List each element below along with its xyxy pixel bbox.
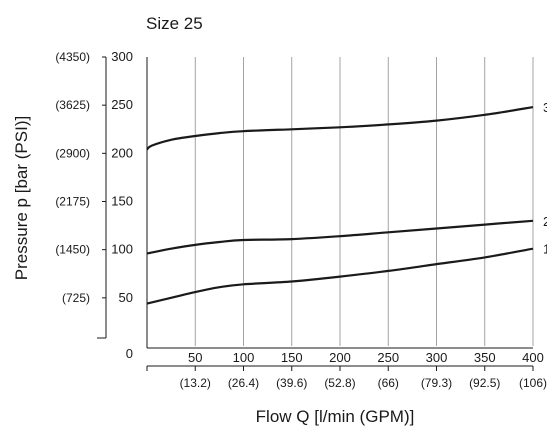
y-secondary-tick-label: (725) <box>62 291 90 305</box>
x-secondary-tick-label: (13.2) <box>180 376 211 390</box>
x-secondary-tick-label: (39.6) <box>276 376 307 390</box>
x-tick-label: 0 <box>126 346 133 361</box>
x-tick-label: 250 <box>377 350 399 365</box>
y-tick-label: 100 <box>111 242 133 257</box>
y-tick-label: 150 <box>111 194 133 209</box>
series-line-3 <box>146 106 534 151</box>
x-secondary-tick-label: (106) <box>519 376 547 390</box>
x-tick-label: 200 <box>329 350 351 365</box>
x-secondary-tick-label: (66) <box>378 376 399 390</box>
x-secondary-tick-label: (52.8) <box>324 376 355 390</box>
series-label-3: 3 <box>543 100 547 115</box>
y-tick-label: 250 <box>111 97 133 112</box>
series-line-2 <box>146 219 534 255</box>
y-secondary-tick-label: (1450) <box>55 243 90 257</box>
x-tick-label: 100 <box>233 350 255 365</box>
y-axis-label: Pressure p [bar (PSI)] <box>12 116 31 280</box>
grid-layer <box>194 57 534 346</box>
x-tick-label: 50 <box>188 350 202 365</box>
y-tick-label: 50 <box>119 290 133 305</box>
x-tick-label: 300 <box>426 350 448 365</box>
chart-title: Size 25 <box>146 14 203 33</box>
y-tick-label: 200 <box>111 145 133 160</box>
x-axis-label: Flow Q [l/min (GPM)] <box>256 407 415 426</box>
y-secondary-tick-label: (3625) <box>55 98 90 112</box>
y-secondary-tick-label: (2175) <box>55 195 90 209</box>
series-label-2: 2 <box>543 214 547 229</box>
series-layer: 1 2 3 <box>146 100 547 305</box>
axis-layer <box>97 56 534 371</box>
x-secondary-tick-label: (92.5) <box>469 376 500 390</box>
x-tick-label: 400 <box>522 350 544 365</box>
series-label-1: 1 <box>543 242 547 257</box>
y-tick-label: 300 <box>111 49 133 64</box>
tick-label-layer: 50(725)100(1450)150(2175)200(2900)250(36… <box>55 49 547 390</box>
series-line-1 <box>146 247 534 305</box>
x-secondary-tick-label: (26.4) <box>228 376 259 390</box>
x-secondary-tick-label: (79.3) <box>421 376 452 390</box>
x-tick-label: 350 <box>474 350 496 365</box>
y-secondary-tick-label: (2900) <box>55 146 90 160</box>
x-tick-label: 150 <box>281 350 303 365</box>
y-secondary-tick-label: (4350) <box>55 50 90 64</box>
